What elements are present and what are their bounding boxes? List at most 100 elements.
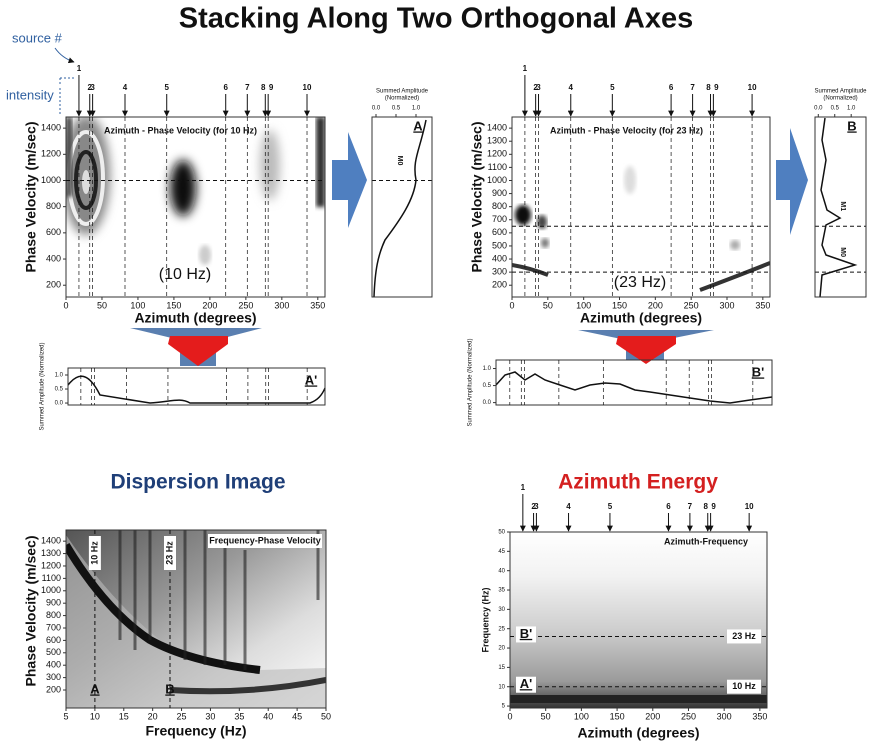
y-tick-label: 500 bbox=[492, 240, 507, 250]
x-tick-label: 5 bbox=[63, 711, 68, 721]
source-label: 1 bbox=[523, 64, 528, 73]
plot-frame bbox=[371, 116, 433, 298]
x-axis-label: Azimuth (degrees) bbox=[580, 310, 702, 326]
amplitude-curve bbox=[819, 117, 858, 298]
source-label: 8 bbox=[261, 83, 266, 92]
y-tick-label: 800 bbox=[46, 610, 61, 620]
down-arrow bbox=[168, 336, 228, 366]
amplitude-curve bbox=[495, 371, 773, 404]
x-tick-label: 300 bbox=[717, 711, 732, 721]
x-tick-label: 0.5 bbox=[392, 106, 401, 112]
plot-frame bbox=[509, 531, 768, 709]
y-tick-label: 1.0 bbox=[55, 373, 64, 379]
pick-label: 23 Hz bbox=[732, 631, 756, 641]
y-tick-label: 10 bbox=[498, 684, 505, 690]
pick-marker: B' bbox=[520, 626, 532, 641]
amplitude-curve bbox=[373, 119, 427, 298]
x-axis-label: Azimuth (degrees) bbox=[577, 725, 699, 741]
x-tick-label: 50 bbox=[321, 711, 331, 721]
pick-marker: B bbox=[165, 681, 174, 696]
peak-label: M1 bbox=[839, 201, 846, 211]
x-tick-label: 200 bbox=[645, 711, 660, 721]
peak-label: M0 bbox=[839, 247, 846, 257]
x-tick-label: 350 bbox=[310, 300, 325, 310]
source-label: 5 bbox=[608, 502, 613, 511]
side-title: Summed Amplitude bbox=[814, 89, 867, 95]
y-tick-label: 1000 bbox=[487, 175, 507, 185]
x-tick-label: 100 bbox=[130, 300, 145, 310]
y-tick-label: 45 bbox=[498, 549, 505, 555]
panel-marker: B' bbox=[752, 364, 764, 379]
x-tick-label: 0 bbox=[63, 300, 68, 310]
label-box bbox=[516, 626, 536, 643]
x-tick-label: 25 bbox=[177, 711, 187, 721]
x-tick-label: 1.0 bbox=[847, 106, 856, 112]
amplitude-curve bbox=[67, 375, 326, 404]
y-tick-label: 40 bbox=[498, 568, 505, 574]
y-axis-label: Phase Velocity (m/sec) bbox=[23, 122, 39, 273]
x-tick-label: 250 bbox=[238, 300, 253, 310]
source-label: 8 bbox=[704, 502, 709, 511]
y-tick-label: 300 bbox=[492, 267, 507, 277]
down-arrow bbox=[616, 336, 676, 364]
frequency-label: (10 Hz) bbox=[159, 266, 211, 283]
x-tick-label: 0.0 bbox=[372, 106, 381, 112]
label-box bbox=[88, 536, 101, 570]
x-tick-label: 0 bbox=[509, 300, 514, 310]
label-box bbox=[727, 629, 761, 644]
source-label: 3 bbox=[534, 502, 539, 511]
pick-marker: A' bbox=[520, 676, 532, 691]
x-tick-label: 45 bbox=[292, 711, 302, 721]
heading: Azimuth Energy bbox=[558, 471, 718, 494]
source-label: 1 bbox=[77, 64, 82, 73]
x-tick-label: 35 bbox=[234, 711, 244, 721]
source-label: 2 bbox=[533, 83, 538, 92]
y-tick-label: 700 bbox=[492, 214, 507, 224]
y-tick-label: 200 bbox=[492, 280, 507, 290]
y-tick-label: 500 bbox=[46, 647, 61, 657]
x-tick-label: 100 bbox=[574, 711, 589, 721]
source-label: 2 bbox=[88, 83, 93, 92]
y-tick-label: 1100 bbox=[42, 573, 61, 583]
y-tick-label: 20 bbox=[498, 646, 505, 652]
peak-label: M0 bbox=[396, 156, 403, 166]
y-tick-label: 1.0 bbox=[483, 366, 492, 372]
frequency-label: (23 Hz) bbox=[614, 274, 666, 291]
figure-title: Stacking Along Two Orthogonal Axes bbox=[179, 3, 694, 35]
y-tick-label: 1000 bbox=[41, 585, 61, 595]
y-tick-label: 1000 bbox=[41, 175, 61, 185]
x-tick-label: 0 bbox=[507, 711, 512, 721]
source-label: 4 bbox=[569, 83, 574, 92]
heading: Dispersion Image bbox=[110, 471, 285, 494]
source-label: 9 bbox=[714, 83, 719, 92]
x-tick-label: 350 bbox=[755, 300, 770, 310]
source-label: 6 bbox=[223, 83, 228, 92]
panel-title: Azimuth - Phase Velocity (for 10 Hz) bbox=[104, 125, 257, 135]
pick-label: 23 Hz bbox=[164, 541, 174, 565]
y-tick-label: 1200 bbox=[41, 560, 61, 570]
label-box bbox=[164, 536, 176, 570]
source-label: 6 bbox=[666, 502, 671, 511]
side-title: (Normalized) bbox=[823, 96, 857, 102]
y-tick-label: 0.0 bbox=[55, 401, 64, 407]
x-axis-label: Frequency (Hz) bbox=[145, 723, 246, 739]
source-label: 7 bbox=[245, 83, 250, 92]
y-tick-label: 35 bbox=[498, 588, 505, 594]
y-tick-label: 600 bbox=[46, 227, 61, 237]
x-tick-label: 250 bbox=[681, 711, 696, 721]
y-tick-label: 1400 bbox=[41, 123, 61, 133]
x-tick-label: 15 bbox=[119, 711, 129, 721]
y-tick-label: 200 bbox=[46, 684, 61, 694]
x-tick-label: 1.0 bbox=[412, 106, 421, 112]
y-tick-label: 300 bbox=[46, 672, 61, 682]
y-tick-label: 0.5 bbox=[483, 383, 492, 389]
pointer bbox=[59, 77, 74, 115]
y-tick-label: 50 bbox=[498, 530, 505, 536]
x-tick-label: 100 bbox=[576, 300, 591, 310]
y-tick-label: 1200 bbox=[487, 149, 507, 159]
x-tick-label: 50 bbox=[541, 711, 551, 721]
x-tick-label: 40 bbox=[263, 711, 273, 721]
source-label: 7 bbox=[688, 502, 693, 511]
y-axis-label: Summed Amplitude (Normalized) bbox=[468, 338, 474, 426]
